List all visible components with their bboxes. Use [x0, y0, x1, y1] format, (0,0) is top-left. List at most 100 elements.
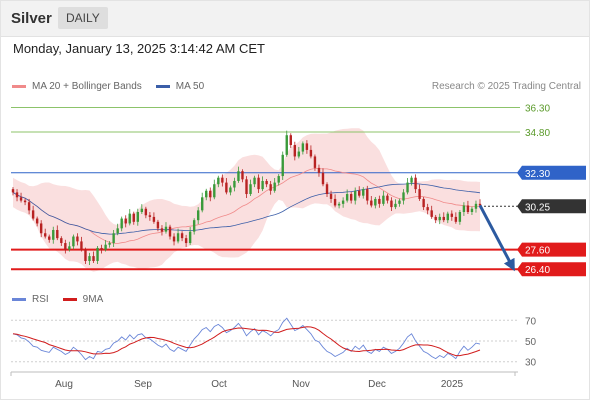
candle-body	[19, 197, 23, 201]
candle-body	[450, 213, 454, 217]
x-tick-label: Aug	[55, 379, 73, 390]
candle-body	[345, 194, 349, 201]
candle-body	[470, 208, 474, 213]
rsi-ma-swatch	[62, 298, 77, 301]
x-tick-label: Nov	[292, 379, 310, 390]
candle-body	[148, 215, 152, 217]
candle-body	[313, 156, 317, 168]
candle-body	[321, 172, 325, 185]
candle-body	[374, 198, 377, 206]
legend-item-rsi: RSI	[12, 294, 49, 305]
candle-body	[438, 216, 441, 221]
candle-body	[301, 143, 305, 152]
candle-body	[96, 247, 99, 262]
ma20-line	[12, 168, 481, 244]
legend-label-rsi-ma: 9MA	[82, 294, 104, 305]
candle-body	[39, 223, 43, 234]
candle-body	[92, 256, 95, 262]
candle-body	[317, 167, 321, 173]
candle-body	[27, 202, 31, 211]
candle-body	[108, 243, 111, 245]
candle-body	[454, 216, 458, 222]
candle-body	[164, 226, 168, 232]
candle-body	[116, 228, 119, 234]
candle-body	[370, 200, 373, 206]
level-label-34.80: 34.80	[525, 128, 550, 139]
rsi-ma-line	[12, 326, 481, 357]
candle-body	[112, 233, 115, 244]
candle-body	[213, 184, 216, 198]
candle-body	[72, 236, 75, 247]
candle-body	[176, 233, 180, 242]
level-label-36.30: 36.30	[525, 103, 550, 114]
candle-body	[80, 241, 83, 250]
candle-body	[233, 180, 236, 188]
candle-body	[277, 176, 280, 183]
level-label-26.40: 26.40	[525, 265, 550, 276]
candle-body	[446, 213, 449, 221]
level-label-30.25: 30.25	[525, 202, 550, 213]
candle-body	[466, 205, 470, 213]
candle-body	[172, 236, 176, 242]
candle-body	[362, 189, 365, 196]
x-tick-label: Oct	[211, 379, 227, 390]
candle-body	[140, 208, 144, 213]
copyright-text: Research © 2025 Trading Central	[431, 81, 581, 92]
candle-body	[35, 218, 39, 224]
legend-label-bollinger: MA 20 + Bollinger Bands	[32, 81, 142, 92]
candle-body	[88, 256, 91, 262]
candle-body	[382, 195, 385, 204]
candle-body	[192, 220, 196, 232]
candle-body	[265, 180, 268, 185]
candle-body	[430, 210, 433, 217]
candle-body	[31, 210, 35, 219]
candle-body	[333, 198, 337, 206]
candle-body	[329, 194, 333, 199]
rsi-tick-label: 50	[525, 337, 537, 348]
candle-body	[241, 171, 244, 180]
candle-body	[281, 154, 284, 177]
bollinger-band	[13, 128, 480, 272]
x-tick-label: 2025	[441, 379, 464, 390]
rsi-tick-label: 70	[525, 316, 537, 327]
candle-body	[358, 190, 361, 196]
candle-body	[305, 143, 309, 150]
candle-body	[205, 190, 208, 198]
rsi-swatch	[12, 298, 26, 301]
x-tick-label: Sep	[134, 379, 152, 390]
candle-body	[418, 189, 421, 199]
candle-body	[390, 200, 393, 208]
candle-body	[394, 203, 397, 208]
candle-body	[217, 177, 220, 185]
legend-item-rsi-ma: 9MA	[62, 294, 104, 305]
rsi-line	[12, 317, 481, 361]
instrument-title: Silver	[11, 10, 52, 27]
candle-body	[341, 200, 345, 204]
level-tag-26.40	[517, 262, 586, 277]
candle-body	[353, 190, 357, 201]
candle-body	[410, 177, 413, 183]
candle-body	[152, 216, 156, 222]
candle-body	[11, 189, 15, 193]
candle-body	[289, 135, 292, 146]
candle-body	[422, 198, 425, 208]
candle-body	[56, 229, 59, 239]
level-label-27.60: 27.60	[525, 246, 550, 257]
candle-body	[229, 187, 232, 193]
candle-body	[60, 238, 63, 244]
candle-body	[64, 243, 67, 250]
candle-body	[76, 236, 79, 242]
period-button[interactable]: DAILY	[58, 7, 108, 29]
candle-body	[245, 179, 248, 195]
candle-body	[52, 229, 55, 240]
candle-body	[23, 200, 27, 203]
candle-body	[458, 212, 462, 222]
candle-body	[180, 233, 184, 239]
candle-body	[325, 184, 329, 195]
candle-body	[144, 208, 148, 216]
candle-body	[293, 145, 297, 157]
bollinger-swatch	[12, 85, 26, 88]
candle-body	[237, 171, 240, 181]
candle-body	[184, 238, 188, 244]
